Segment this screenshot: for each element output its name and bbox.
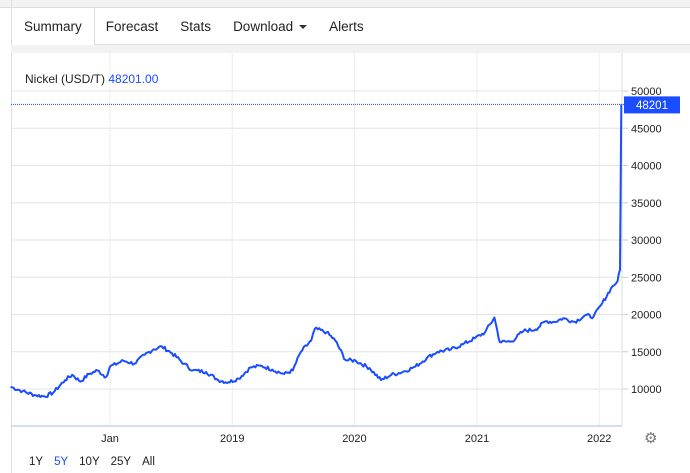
- x-tick-label: 2020: [342, 433, 366, 445]
- separator-band: [11, 45, 690, 53]
- gear-icon[interactable]: ⚙: [644, 430, 658, 447]
- chart-header: Nickel (USD/T) 48201.00: [25, 72, 158, 86]
- range-5y[interactable]: 5Y: [54, 456, 69, 468]
- last-price-label: 48201: [636, 100, 668, 112]
- y-tick-label: 25000: [631, 272, 662, 284]
- price-line: [10, 104, 623, 399]
- x-tick-label: 2019: [220, 433, 244, 445]
- current-value: 48201.00: [108, 72, 159, 86]
- tab-download[interactable]: Download: [222, 8, 318, 44]
- range-25y[interactable]: 25Y: [110, 456, 132, 468]
- range-all[interactable]: All: [142, 456, 155, 468]
- tab-forecast[interactable]: Forecast: [105, 19, 159, 34]
- tab-summary[interactable]: Summary: [11, 8, 95, 46]
- y-tick-label: 10000: [631, 384, 662, 396]
- left-border: [11, 0, 12, 473]
- caret-down-icon: [299, 25, 308, 30]
- y-tick-label: 45000: [631, 123, 662, 135]
- tab-download-label: Download: [233, 19, 294, 34]
- range-selector: 1Y 5Y 10Y 25Y All: [29, 456, 155, 468]
- instrument-label: Nickel (USD/T): [25, 72, 105, 86]
- tab-alerts[interactable]: Alerts: [329, 19, 364, 34]
- y-tick-label: 50000: [631, 86, 662, 98]
- range-1y[interactable]: 1Y: [29, 456, 44, 468]
- x-tick-label: Jan: [101, 433, 119, 445]
- range-10y[interactable]: 10Y: [79, 456, 100, 468]
- x-tick-label: 2022: [587, 433, 611, 445]
- y-tick-label: 30000: [631, 235, 662, 247]
- y-tick-label: 15000: [631, 347, 662, 359]
- top-strip: [0, 0, 690, 8]
- y-tick-label: 20000: [631, 310, 662, 322]
- x-tick-label: 2021: [465, 433, 489, 445]
- tab-stats[interactable]: Stats: [180, 19, 212, 34]
- tab-bar: Summary Forecast Stats Download Alerts: [11, 8, 690, 46]
- y-tick-label: 35000: [631, 198, 662, 210]
- y-tick-label: 40000: [631, 161, 662, 173]
- last-price-tag: [624, 96, 680, 114]
